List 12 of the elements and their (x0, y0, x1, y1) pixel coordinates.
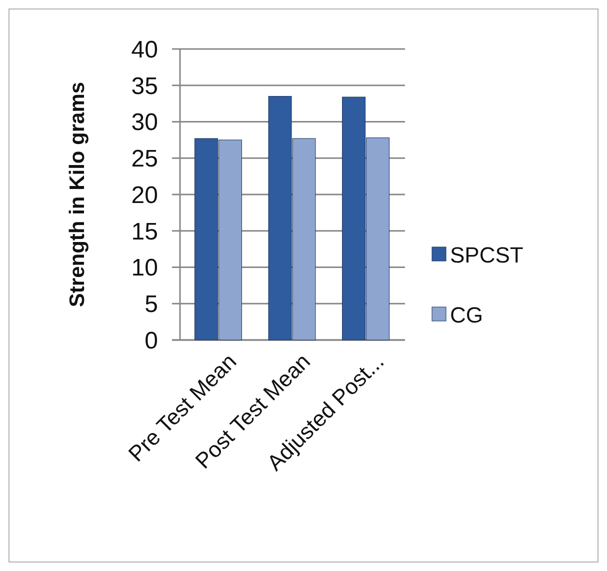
y-tick-label: 10 (131, 254, 158, 282)
y-tick-label: 30 (131, 109, 158, 136)
legend-label: CG (450, 302, 483, 328)
y-tick-label: 25 (131, 146, 158, 173)
y-tick-label: 40 (131, 36, 158, 64)
y-tick-label: 15 (131, 218, 158, 246)
legend-label: SPCST (450, 242, 524, 268)
y-tick-label: 20 (131, 182, 158, 209)
y-tick-label: 0 (144, 327, 158, 354)
y-axis-title: Strength in Kilo grams (66, 82, 89, 308)
y-tick-label: 35 (131, 72, 158, 100)
y-tick-label: 5 (144, 291, 158, 318)
